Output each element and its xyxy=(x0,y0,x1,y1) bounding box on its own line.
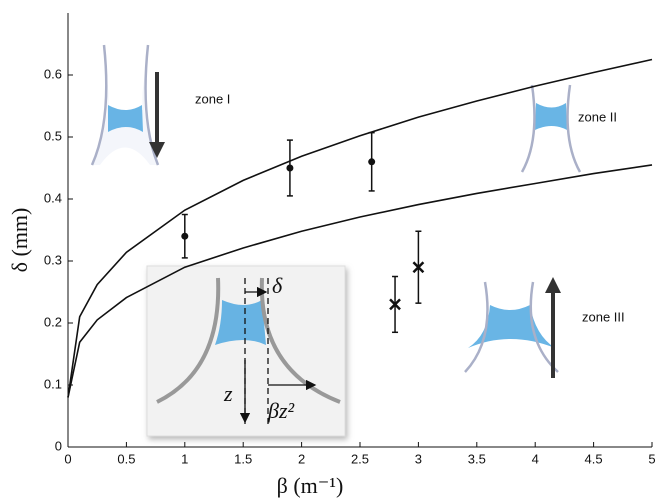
zone-icon xyxy=(90,44,165,166)
data-point xyxy=(368,158,376,166)
zone-icon xyxy=(520,84,582,173)
y-tick-label: 0.2 xyxy=(44,314,62,329)
data-point xyxy=(181,232,189,240)
y-tick-label: 0.6 xyxy=(44,66,62,81)
x-tick-label: 5 xyxy=(648,451,655,466)
x-tick-label: 3.5 xyxy=(468,451,486,466)
y-tick-label: 0.4 xyxy=(44,190,62,205)
inset-label: z xyxy=(223,381,233,406)
x-tick-label: 0 xyxy=(64,451,71,466)
x-tick-label: 2.5 xyxy=(351,451,369,466)
y-axis-label: δ (mm) xyxy=(7,208,32,273)
inset xyxy=(146,265,346,437)
x-tick-label: 1 xyxy=(181,451,188,466)
x-tick-label: 4.5 xyxy=(585,451,603,466)
x-tick-label: 2 xyxy=(298,451,305,466)
inset-label: βz² xyxy=(267,398,295,423)
annotation: zone I xyxy=(195,91,230,106)
x-tick-label: 4 xyxy=(532,451,539,466)
x-tick-label: 1.5 xyxy=(234,451,252,466)
data-point xyxy=(286,164,294,172)
y-tick-label: 0.1 xyxy=(44,376,62,391)
x-tick-label: 0.5 xyxy=(117,451,135,466)
annotation: zone III xyxy=(582,309,625,324)
curve xyxy=(67,164,653,398)
y-tick-label: 0.5 xyxy=(44,128,62,143)
annotation: zone II xyxy=(578,109,617,124)
y-tick-label: 0.3 xyxy=(44,252,62,267)
x-tick-label: 3 xyxy=(415,451,422,466)
zone-icon xyxy=(464,277,561,378)
x-axis-label: β (m⁻¹) xyxy=(277,473,344,498)
curve xyxy=(67,58,653,398)
data-point xyxy=(389,298,401,311)
y-tick-label: 0 xyxy=(55,438,62,453)
data-point xyxy=(412,261,425,274)
inset-label: δ xyxy=(272,273,283,298)
